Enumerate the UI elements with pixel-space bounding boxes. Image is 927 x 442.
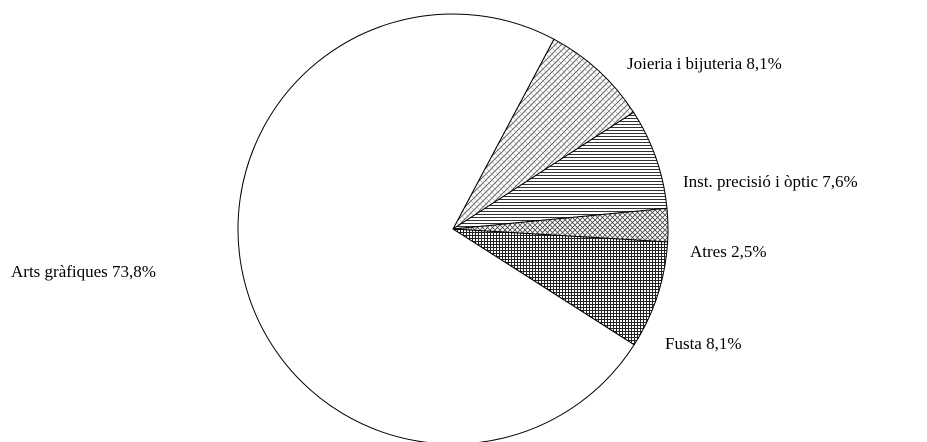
slice-label: Fusta 8,1%	[665, 334, 742, 353]
pie-labels: Joieria i bijuteria 8,1% Inst. precisió i…	[11, 54, 858, 353]
pie-slices	[237, 13, 669, 442]
pie-slice-inst-precisi-i-ptic	[452, 111, 668, 230]
slice-label: Inst. precisió i òptic 7,6%	[683, 172, 858, 191]
pie-slice-fusta	[451, 228, 669, 346]
pie-slice-arts-gr-fiques	[237, 13, 635, 442]
slice-label: Arts gràfiques 73,8%	[11, 262, 156, 281]
slice-label: Joieria i bijuteria 8,1%	[627, 54, 782, 73]
slice-label: Atres 2,5%	[690, 242, 766, 261]
pie-slice-joieria-i-bijuteria	[451, 38, 635, 231]
